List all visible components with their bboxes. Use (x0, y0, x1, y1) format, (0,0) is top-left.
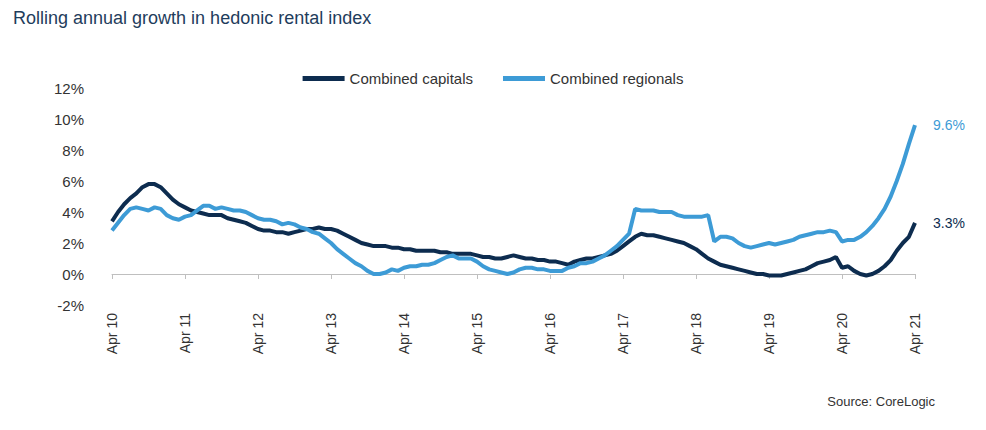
svg-text:4%: 4% (62, 204, 84, 221)
svg-text:Apr 10: Apr 10 (104, 313, 120, 354)
svg-text:Source: CoreLogic: Source: CoreLogic (827, 394, 935, 409)
svg-text:Combined regionals: Combined regionals (550, 70, 683, 87)
svg-text:Apr 19: Apr 19 (761, 313, 777, 354)
svg-text:Rolling annual growth in hedon: Rolling annual growth in hedonic rental … (13, 8, 371, 28)
svg-text:Apr 20: Apr 20 (834, 313, 850, 354)
svg-text:8%: 8% (62, 142, 84, 159)
svg-text:2%: 2% (62, 235, 84, 252)
svg-text:Combined capitals: Combined capitals (350, 70, 473, 87)
svg-text:Apr 12: Apr 12 (250, 313, 266, 354)
svg-text:9.6%: 9.6% (933, 117, 965, 133)
svg-text:6%: 6% (62, 173, 84, 190)
svg-text:3.3%: 3.3% (933, 215, 965, 231)
svg-text:Apr 11: Apr 11 (177, 313, 193, 353)
svg-text:Apr 17: Apr 17 (615, 313, 631, 354)
svg-text:10%: 10% (54, 111, 84, 128)
svg-text:-2%: -2% (57, 297, 84, 314)
svg-text:Apr 18: Apr 18 (688, 313, 704, 354)
svg-text:12%: 12% (54, 80, 84, 97)
svg-text:0%: 0% (62, 266, 84, 283)
svg-text:Apr 15: Apr 15 (469, 313, 485, 354)
svg-text:Apr 16: Apr 16 (542, 313, 558, 354)
svg-text:Apr 21: Apr 21 (907, 313, 923, 354)
svg-text:Apr 13: Apr 13 (323, 313, 339, 354)
svg-text:Apr 14: Apr 14 (396, 313, 412, 354)
